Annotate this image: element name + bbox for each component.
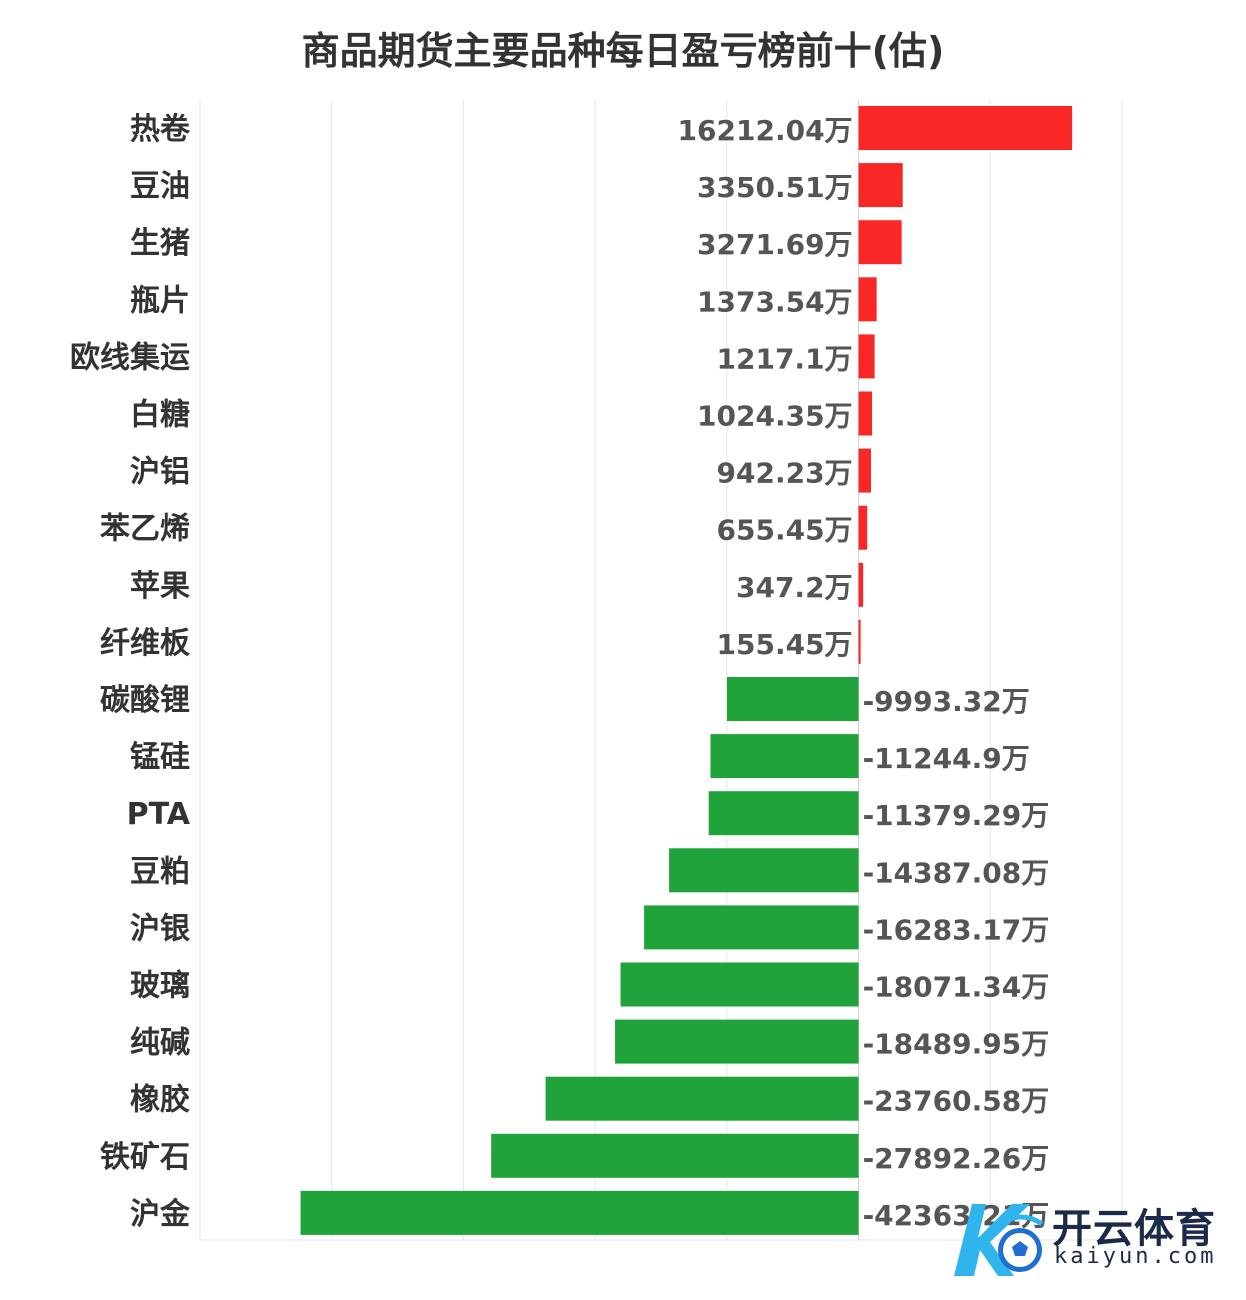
watermark-brand-text: 开云体育 (1052, 1206, 1216, 1252)
bar (620, 962, 859, 1007)
bar (726, 677, 859, 721)
bar (710, 734, 859, 779)
watermark-url-text: kaiyun.com (1054, 1244, 1217, 1269)
value-label: -18071.34万 (863, 971, 1050, 1004)
bar (858, 163, 903, 208)
value-label: -11379.29万 (863, 799, 1050, 832)
bar (858, 448, 871, 493)
category-label: 纤维板 (100, 626, 190, 661)
category-label: 瓶片 (130, 283, 190, 318)
category-label: 纯碱 (130, 1026, 190, 1061)
bar (858, 619, 861, 664)
category-label: 铁矿石 (100, 1140, 190, 1175)
bars (300, 106, 1073, 1235)
value-label: 655.45万 (717, 514, 853, 547)
value-labels: 16212.04万 3350.51万 3271.69万 1373.54万 1217.1万… (678, 114, 1050, 1232)
category-label: 沪银 (130, 911, 190, 946)
value-label: 16212.04万 (678, 114, 853, 147)
bar (300, 1190, 859, 1235)
category-label: 生猪 (130, 226, 190, 261)
grid-lines (199, 100, 1123, 1241)
watermark-logo: 开云体育 kaiyun.com (942, 1194, 1232, 1282)
bar (858, 505, 868, 550)
category-label: 碳酸锂 (100, 683, 190, 718)
bar (615, 1019, 859, 1064)
value-label: 155.45万 (717, 628, 853, 661)
value-label: -23760.58万 (863, 1085, 1050, 1118)
bar (858, 391, 873, 436)
value-label: -18489.95万 (863, 1028, 1050, 1061)
bar (545, 1076, 859, 1121)
bar (644, 905, 859, 950)
value-label: -16283.17万 (863, 913, 1050, 946)
value-label: -14387.08万 (863, 856, 1050, 889)
value-label: -11244.9万 (863, 742, 1030, 775)
category-label: 热卷 (130, 112, 191, 147)
value-label: 1024.35万 (697, 400, 853, 433)
value-label: 1373.54万 (697, 285, 853, 318)
value-label: 942.23万 (717, 457, 853, 490)
category-label: 苯乙烯 (100, 512, 190, 547)
category-label: 玻璃 (130, 969, 190, 1004)
value-label: 3271.69万 (697, 228, 853, 261)
value-label: 1217.1万 (717, 342, 853, 375)
bar (858, 562, 864, 607)
value-label: 347.2万 (736, 571, 853, 604)
category-label: 豆油 (130, 169, 190, 204)
bar (669, 848, 859, 893)
category-label: 沪铝 (130, 455, 190, 490)
chart-title: 商品期货主要品种每日盈亏榜前十(估) (301, 29, 945, 73)
soccer-ball-icon (954, 1204, 1044, 1276)
bar (858, 277, 877, 322)
category-label: 白糖 (130, 398, 190, 433)
category-label: 欧线集运 (70, 340, 190, 375)
category-label: 橡胶 (130, 1083, 190, 1118)
category-label: PTA (127, 797, 191, 832)
bar (858, 106, 1073, 150)
value-label: -9993.32万 (863, 685, 1030, 718)
bar (858, 334, 875, 379)
category-label: 沪金 (130, 1197, 191, 1232)
category-label: 锰硅 (130, 740, 190, 775)
value-label: -27892.26万 (863, 1142, 1050, 1175)
bar (858, 220, 902, 265)
bar (708, 791, 859, 836)
category-label: 豆粕 (130, 854, 190, 889)
bar (491, 1133, 859, 1178)
value-label: 3350.51万 (697, 171, 853, 204)
category-label: 苹果 (130, 569, 190, 604)
